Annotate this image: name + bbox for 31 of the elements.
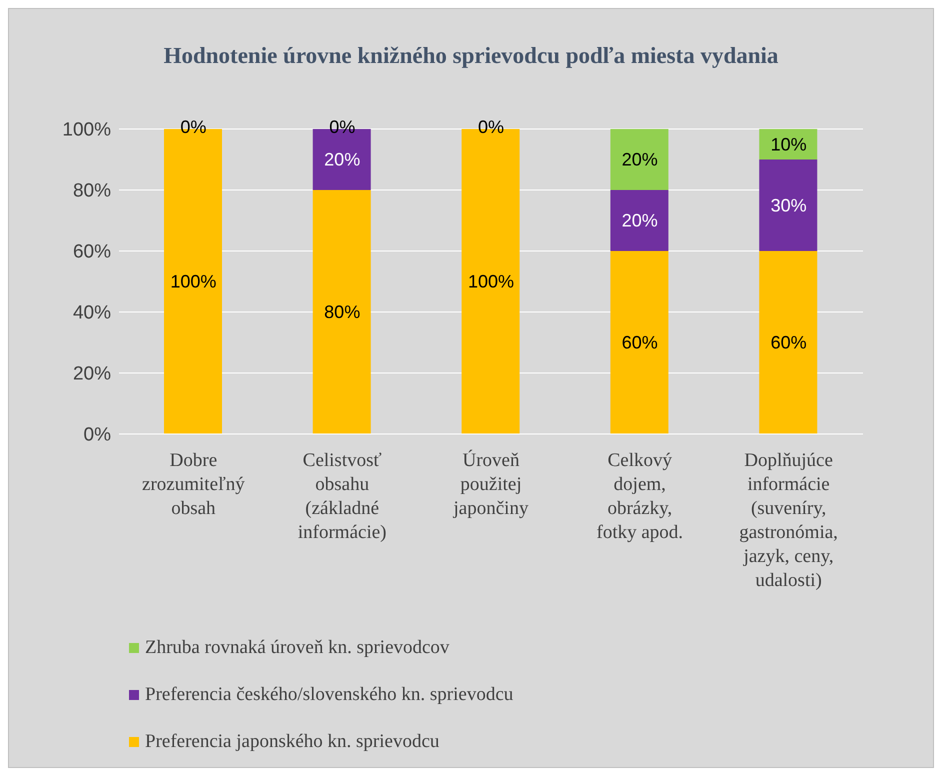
- legend-label: Preferencia českého/slovenského kn. sprievodcu: [145, 684, 514, 706]
- bar: [759, 251, 818, 434]
- legend-label: Zhruba rovnaká úroveň kn. sprievodcov: [145, 636, 450, 658]
- bar: [759, 160, 818, 251]
- data-label: 60%: [622, 332, 658, 352]
- chart-title: Hodnotenie úrovne knižného sprievodcu podľa miesta vydania: [162, 42, 780, 69]
- data-label: 60%: [770, 332, 807, 352]
- legend-label: Preferencia japonského kn. sprievodcu: [145, 730, 440, 752]
- y-tick-label: 80%: [72, 180, 112, 202]
- x-tick-label: Celkový dojem, obrázky, fotky apod.: [596, 450, 684, 543]
- data-label: 100%: [170, 272, 216, 292]
- y-tick-label: 100%: [62, 120, 112, 141]
- bar: [312, 190, 371, 434]
- data-label: 10%: [770, 134, 807, 154]
- bar: [610, 190, 668, 251]
- data-label: 80%: [324, 302, 360, 322]
- x-tick-label: Celistvosť obsahu (základné informácie): [298, 450, 387, 543]
- bar: [610, 251, 668, 434]
- y-tick-label: 60%: [72, 242, 112, 263]
- data-label: 20%: [622, 150, 658, 170]
- data-label: 100%: [468, 272, 514, 292]
- data-label: 20%: [622, 210, 658, 230]
- y-tick-label: 0%: [84, 424, 112, 446]
- data-label: 30%: [770, 195, 807, 216]
- bar: [610, 129, 668, 190]
- x-tick-label: Dobre zrozumiteľný obsah: [142, 450, 246, 519]
- data-label: 20%: [324, 150, 360, 170]
- x-tick-label: Doplňujúce informácie (suveníry, gastronómia, jazyk, ceny, udalosti): [739, 450, 838, 591]
- y-tick-label: 20%: [72, 364, 112, 385]
- x-tick-label: Úroveň použitej japončiny: [452, 449, 529, 519]
- y-tick-label: 40%: [72, 302, 112, 324]
